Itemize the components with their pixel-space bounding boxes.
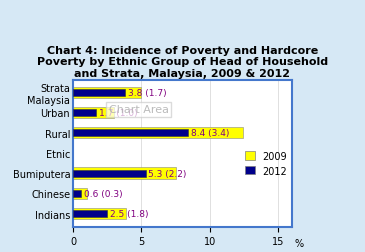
Text: 5.3 (2.2): 5.3 (2.2): [148, 169, 187, 178]
Text: Chart Area: Chart Area: [109, 105, 169, 115]
Text: 8.4 (3.4): 8.4 (3.4): [191, 129, 229, 138]
Text: 3.8 (1.7): 3.8 (1.7): [128, 88, 166, 97]
Bar: [73, 107, 114, 118]
Bar: [73, 190, 81, 197]
Text: 1.7 (1.0): 1.7 (1.0): [99, 108, 138, 117]
Bar: [73, 208, 126, 219]
X-axis label: %: %: [294, 238, 303, 248]
Text: 2.5 (1.8): 2.5 (1.8): [110, 209, 149, 218]
Bar: [73, 188, 87, 199]
Bar: [73, 87, 142, 98]
Bar: [73, 130, 188, 137]
Text: 0.6 (0.3): 0.6 (0.3): [84, 189, 123, 198]
Bar: [73, 128, 243, 139]
Title: Chart 4: Incidence of Poverty and Hardcore
Poverty by Ethnic Group of Head of Ho: Chart 4: Incidence of Poverty and Hardco…: [37, 45, 328, 78]
Bar: [73, 109, 96, 116]
Bar: [73, 89, 125, 96]
Bar: [73, 168, 176, 179]
Bar: [73, 210, 107, 217]
Legend: 2009, 2012: 2009, 2012: [245, 151, 287, 176]
Bar: [73, 170, 146, 177]
